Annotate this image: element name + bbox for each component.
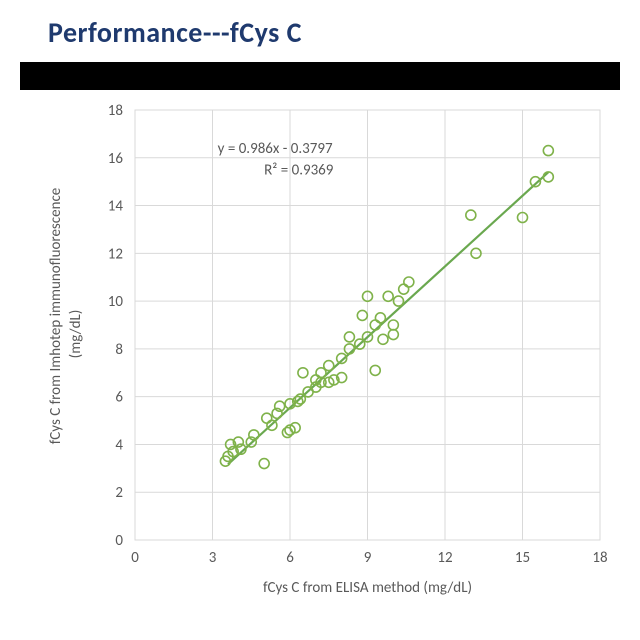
svg-text:fCys C from Imhotep immunofluo: fCys C from Imhotep immunofluorescence: [47, 188, 65, 445]
page-title: Performance---fCys C: [48, 15, 302, 50]
svg-text:y = 0.986x - 0.3797: y = 0.986x - 0.3797: [218, 140, 333, 158]
scatter-chart: 0 3 6 9 12 15 18 0 2 4 6 8 10 12 14 16 18 y = 0.986x - 0.…: [20, 90, 620, 610]
svg-text:16: 16: [108, 150, 124, 168]
svg-text:14: 14: [108, 198, 124, 216]
svg-text:12: 12: [108, 245, 123, 263]
svg-text:10: 10: [108, 293, 124, 311]
svg-text:R² = 0.9369: R² = 0.9369: [264, 162, 334, 180]
svg-text:8: 8: [115, 341, 123, 359]
svg-text:6: 6: [115, 389, 123, 407]
svg-text:18: 18: [592, 549, 607, 567]
svg-text:fCys C from ELISA method (mg/d: fCys C from ELISA method (mg/dL): [263, 579, 472, 597]
svg-text:(mg/dL): (mg/dL): [67, 310, 85, 359]
svg-text:15: 15: [515, 549, 530, 567]
svg-text:0: 0: [131, 549, 139, 567]
svg-text:3: 3: [209, 549, 217, 567]
svg-text:6: 6: [286, 549, 294, 567]
svg-text:2: 2: [115, 484, 123, 502]
svg-text:0: 0: [115, 532, 123, 550]
page-root: Performance---fCys C 0 3 6 9 12 15 18 0 2 4 6 8 10 12…: [0, 0, 640, 640]
svg-text:18: 18: [108, 102, 123, 120]
svg-text:12: 12: [437, 549, 452, 567]
svg-text:9: 9: [364, 549, 372, 567]
svg-text:4: 4: [115, 436, 123, 454]
